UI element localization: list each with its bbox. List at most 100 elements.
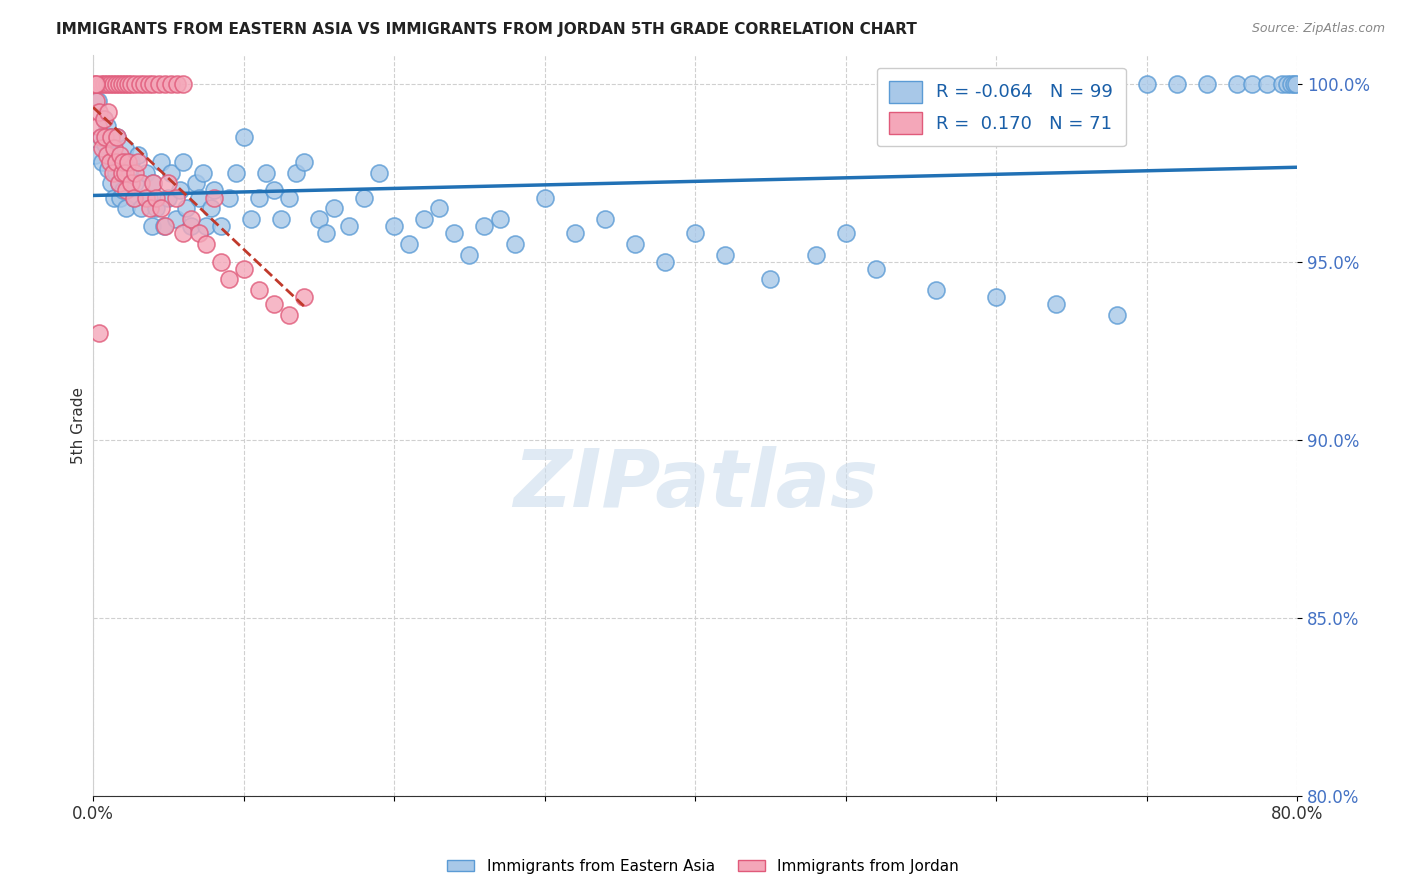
Point <box>142 177 165 191</box>
Point <box>427 201 450 215</box>
Point <box>122 190 145 204</box>
Point <box>160 77 183 91</box>
Point <box>503 236 526 251</box>
Point <box>292 155 315 169</box>
Point <box>263 297 285 311</box>
Text: ZIPatlas: ZIPatlas <box>513 446 877 524</box>
Point <box>103 190 125 204</box>
Point <box>624 236 647 251</box>
Point <box>149 201 172 215</box>
Point <box>247 283 270 297</box>
Point <box>337 219 360 233</box>
Text: IMMIGRANTS FROM EASTERN ASIA VS IMMIGRANTS FROM JORDAN 5TH GRADE CORRELATION CHA: IMMIGRANTS FROM EASTERN ASIA VS IMMIGRAN… <box>56 22 917 37</box>
Point <box>131 177 153 191</box>
Point <box>91 141 114 155</box>
Point <box>148 77 170 91</box>
Point <box>98 77 121 91</box>
Point <box>474 219 496 233</box>
Point <box>101 148 124 162</box>
Point <box>1045 297 1067 311</box>
Point <box>134 77 156 91</box>
Point <box>100 130 122 145</box>
Point <box>124 77 146 91</box>
Point <box>90 130 112 145</box>
Point <box>865 261 887 276</box>
Point <box>90 130 112 145</box>
Point <box>1271 77 1294 91</box>
Point <box>176 201 198 215</box>
Point <box>308 211 330 226</box>
Point <box>1166 77 1188 91</box>
Point <box>127 148 149 162</box>
Point <box>1105 308 1128 322</box>
Point <box>120 77 142 91</box>
Text: Source: ZipAtlas.com: Source: ZipAtlas.com <box>1251 22 1385 36</box>
Point <box>413 211 436 226</box>
Point <box>114 166 136 180</box>
Point <box>141 219 163 233</box>
Point <box>173 226 195 240</box>
Point <box>443 226 465 240</box>
Point <box>114 77 136 91</box>
Point <box>117 155 139 169</box>
Point <box>209 254 232 268</box>
Point <box>218 190 240 204</box>
Point <box>232 261 254 276</box>
Point <box>104 155 127 169</box>
Point <box>142 77 165 91</box>
Point <box>925 283 948 297</box>
Point <box>94 137 117 152</box>
Point <box>180 211 202 226</box>
Point <box>111 155 134 169</box>
Point <box>127 155 149 169</box>
Point <box>195 236 218 251</box>
Point <box>94 130 117 145</box>
Point <box>131 201 153 215</box>
Point <box>98 155 121 169</box>
Point <box>128 77 150 91</box>
Point <box>564 226 586 240</box>
Point <box>1240 77 1263 91</box>
Point <box>138 77 160 91</box>
Point <box>96 120 118 134</box>
Point <box>155 77 177 91</box>
Point <box>218 272 240 286</box>
Point <box>458 247 481 261</box>
Point <box>83 77 105 91</box>
Point <box>714 247 737 261</box>
Point <box>173 77 195 91</box>
Point <box>93 112 115 127</box>
Point <box>165 190 187 204</box>
Point <box>165 211 187 226</box>
Point <box>382 219 405 233</box>
Point <box>107 177 129 191</box>
Point <box>169 184 191 198</box>
Point <box>277 308 299 322</box>
Point <box>1195 77 1218 91</box>
Point <box>187 190 209 204</box>
Point <box>160 166 183 180</box>
Point <box>83 148 105 162</box>
Point <box>105 130 128 145</box>
Point <box>89 326 111 340</box>
Point <box>86 95 108 109</box>
Point <box>232 130 254 145</box>
Point <box>1282 77 1305 91</box>
Point <box>110 148 132 162</box>
Point <box>117 166 139 180</box>
Point <box>139 201 162 215</box>
Point <box>1275 77 1298 91</box>
Point <box>115 184 138 198</box>
Point <box>804 247 827 261</box>
Point <box>292 290 315 304</box>
Point <box>90 77 112 91</box>
Point <box>1256 77 1278 91</box>
Point <box>254 166 277 180</box>
Point <box>166 77 188 91</box>
Point <box>277 190 299 204</box>
Point <box>368 166 391 180</box>
Point <box>115 201 138 215</box>
Point <box>184 177 207 191</box>
Y-axis label: 5th Grade: 5th Grade <box>72 387 86 464</box>
Point <box>173 155 195 169</box>
